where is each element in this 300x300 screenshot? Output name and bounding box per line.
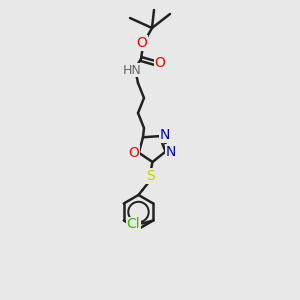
Text: O: O xyxy=(136,36,147,50)
Text: N: N xyxy=(165,145,176,159)
Text: Cl: Cl xyxy=(126,218,140,232)
Text: HN: HN xyxy=(123,64,141,76)
Text: O: O xyxy=(154,56,165,70)
Text: N: N xyxy=(159,128,170,142)
Text: S: S xyxy=(146,169,155,183)
Text: O: O xyxy=(128,146,139,160)
